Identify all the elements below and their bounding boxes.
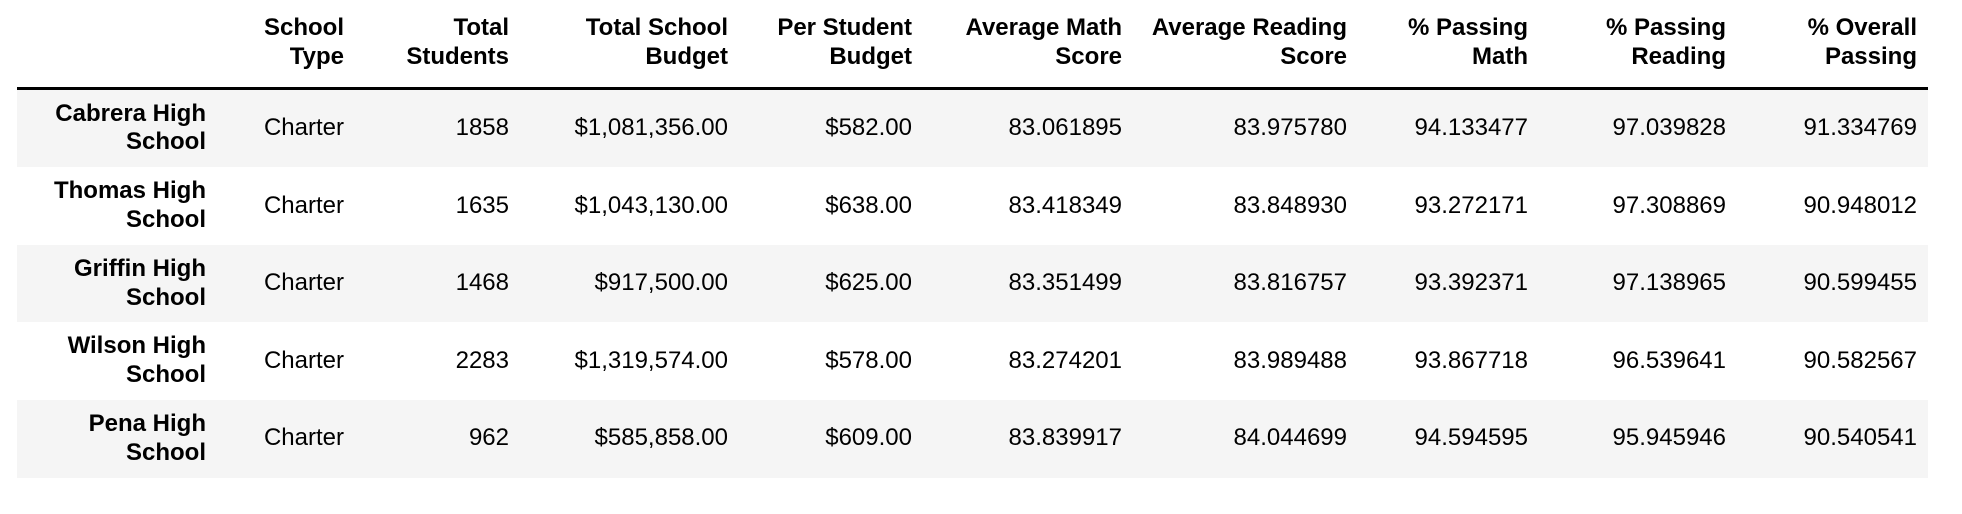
row-header-school-name: Griffin High School <box>74 254 206 311</box>
cell-total-school-budget: $1,319,574.00 <box>574 346 728 374</box>
row-header-school-name: Wilson High School <box>67 332 206 389</box>
schools-summary-table: School Type Total Students Total School … <box>17 0 1928 478</box>
col-header-school-type: School Type <box>217 0 355 90</box>
col-header-total-students: Total Students <box>355 0 520 90</box>
cell-pct-passing-reading: 97.039828 <box>1612 113 1726 141</box>
col-header-pct-overall-passing: % Overall Passing <box>1737 0 1928 90</box>
cell-per-student-budget: $578.00 <box>825 346 912 374</box>
cell-total-students: 2283 <box>455 346 509 374</box>
cell-average-reading-score: 83.816757 <box>1233 269 1347 297</box>
cell-pct-overall-passing: 91.334769 <box>1803 113 1917 141</box>
table-row: Cabrera High School Charter 1858 $1,081,… <box>17 88 1928 168</box>
row-header-school-name: Pena High School <box>88 409 206 466</box>
cell-average-reading-score: 83.975780 <box>1233 113 1347 141</box>
cell-school-type: Charter <box>263 191 344 219</box>
table-header: School Type Total Students Total School … <box>17 0 1928 90</box>
cell-pct-passing-reading: 97.138965 <box>1612 269 1726 297</box>
cell-average-math-score: 83.274201 <box>1008 346 1122 374</box>
cell-average-math-score: 83.061895 <box>1008 113 1122 141</box>
cell-pct-overall-passing: 90.599455 <box>1803 269 1917 297</box>
cell-pct-passing-math: 93.272171 <box>1414 191 1528 219</box>
cell-per-student-budget: $582.00 <box>825 113 912 141</box>
cell-pct-passing-reading: 97.308869 <box>1612 191 1726 219</box>
col-header-total-school-budget: Total School Budget <box>520 0 739 90</box>
row-header-school-name: Cabrera High School <box>55 99 206 156</box>
cell-school-type: Charter <box>263 113 344 141</box>
cell-school-type: Charter <box>263 269 344 297</box>
cell-per-student-budget: $625.00 <box>825 269 912 297</box>
col-header-per-student-budget: Per Student Budget <box>739 0 923 90</box>
cell-total-students: 962 <box>468 424 509 452</box>
cell-per-student-budget: $638.00 <box>825 191 912 219</box>
cell-pct-overall-passing: 90.540541 <box>1803 424 1917 452</box>
cell-average-math-score: 83.418349 <box>1008 191 1122 219</box>
cell-pct-passing-reading: 95.945946 <box>1612 424 1726 452</box>
cell-total-school-budget: $585,858.00 <box>594 424 728 452</box>
cell-average-reading-score: 84.044699 <box>1233 424 1347 452</box>
cell-pct-passing-math: 93.392371 <box>1414 269 1528 297</box>
cell-total-students: 1858 <box>455 113 509 141</box>
table-body: Cabrera High School Charter 1858 $1,081,… <box>17 88 1928 478</box>
cell-pct-passing-math: 93.867718 <box>1414 346 1528 374</box>
col-header-pct-passing-math: % Passing Math <box>1358 0 1539 90</box>
cell-average-math-score: 83.351499 <box>1008 269 1122 297</box>
col-header-pct-passing-reading: % Passing Reading <box>1539 0 1737 90</box>
cell-total-students: 1468 <box>455 269 509 297</box>
table-row: Pena High School Charter 962 $585,858.00… <box>17 399 1928 478</box>
cell-average-reading-score: 83.848930 <box>1233 191 1347 219</box>
cell-total-school-budget: $917,500.00 <box>594 269 728 297</box>
cell-school-type: Charter <box>263 346 344 374</box>
table-row: Thomas High School Charter 1635 $1,043,1… <box>17 167 1928 245</box>
cell-pct-passing-math: 94.133477 <box>1414 113 1528 141</box>
cell-total-school-budget: $1,081,356.00 <box>574 113 728 141</box>
cell-average-math-score: 83.839917 <box>1008 424 1122 452</box>
cell-per-student-budget: $609.00 <box>825 424 912 452</box>
cell-school-type: Charter <box>263 424 344 452</box>
cell-pct-overall-passing: 90.948012 <box>1803 191 1917 219</box>
table-row: Wilson High School Charter 2283 $1,319,5… <box>17 322 1928 400</box>
cell-pct-overall-passing: 90.582567 <box>1803 346 1917 374</box>
cell-total-school-budget: $1,043,130.00 <box>574 191 728 219</box>
col-header-average-math-score: Average Math Score <box>923 0 1133 90</box>
cell-total-students: 1635 <box>455 191 509 219</box>
col-header-average-reading-score: Average Reading Score <box>1133 0 1358 90</box>
row-header-school-name: Thomas High School <box>53 177 206 233</box>
cell-pct-passing-math: 94.594595 <box>1414 424 1528 452</box>
header-row: School Type Total Students Total School … <box>17 0 1928 90</box>
cell-average-reading-score: 83.989488 <box>1233 346 1347 374</box>
cell-pct-passing-reading: 96.539641 <box>1612 346 1726 374</box>
table-row: Griffin High School Charter 1468 $917,50… <box>17 244 1928 323</box>
corner-header-cell <box>17 0 217 90</box>
